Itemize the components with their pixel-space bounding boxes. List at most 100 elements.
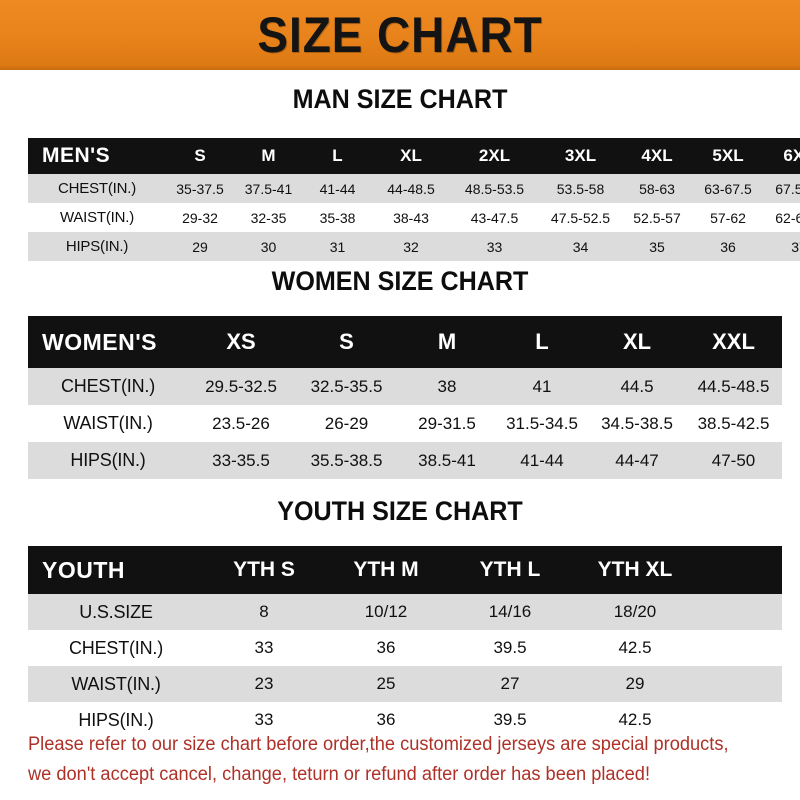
section-title-women: WOMEN SIZE CHART: [271, 266, 529, 296]
table-cell: 27: [448, 666, 572, 702]
column-header: XL: [372, 138, 450, 174]
row-label: WAIST(IN.): [28, 203, 166, 232]
table-cell-spacer: [698, 594, 782, 630]
table-cell: 37.5-41: [234, 174, 303, 203]
table-row: HIPS(IN.) 33-35.5 35.5-38.5 38.5-41 41-4…: [28, 442, 782, 479]
column-header: 4XL: [622, 138, 692, 174]
table-cell: 35-37.5: [166, 174, 234, 203]
table-header-row: WOMEN'S XS S M L XL XXL: [28, 316, 782, 368]
table-cell: 33: [450, 232, 539, 261]
table-cell-spacer: [698, 702, 782, 738]
table-row: HIPS(IN.) 29 30 31 32 33 34 35 36 37: [28, 232, 800, 261]
table-cell: 48.5-53.5: [450, 174, 539, 203]
table-cell: 23: [204, 666, 324, 702]
table-cell-spacer: [698, 666, 782, 702]
table-cell: 32: [372, 232, 450, 261]
table-header-row: MEN'S S M L XL 2XL 3XL 4XL 5XL 6XL: [28, 138, 800, 174]
table-cell: 29: [572, 666, 698, 702]
table-cell: 47-50: [685, 442, 782, 479]
column-header: XXL: [685, 316, 782, 368]
table-cell: 58-63: [622, 174, 692, 203]
table-cell: 33: [204, 702, 324, 738]
table-cell: 44-47: [589, 442, 685, 479]
table-cell: 63-67.5: [692, 174, 764, 203]
women-size-table: WOMEN'S XS S M L XL XXL CHEST(IN.) 29.5-…: [28, 316, 782, 479]
column-header: XL: [589, 316, 685, 368]
row-label: HIPS(IN.): [28, 442, 188, 479]
page-title: SIZE CHART: [257, 7, 543, 63]
column-header-spacer: [698, 546, 782, 594]
table-cell: 8: [204, 594, 324, 630]
page-banner: SIZE CHART: [0, 0, 800, 70]
table-cell: 44.5: [589, 368, 685, 405]
table-cell: 34.5-38.5: [589, 405, 685, 442]
table-row: WAIST(IN.) 23.5-26 26-29 29-31.5 31.5-34…: [28, 405, 782, 442]
table-cell: 41-44: [303, 174, 372, 203]
table-cell: 39.5: [448, 702, 572, 738]
table-cell: 53.5-58: [539, 174, 622, 203]
table-cell: 29-32: [166, 203, 234, 232]
table-cell: 10/12: [324, 594, 448, 630]
disclaimer-line-2: we don't accept cancel, change, teturn o…: [28, 764, 651, 785]
column-header: M: [399, 316, 495, 368]
table-row: CHEST(IN.) 29.5-32.5 32.5-35.5 38 41 44.…: [28, 368, 782, 405]
table-cell: 52.5-57: [622, 203, 692, 232]
column-header: S: [294, 316, 399, 368]
column-header: 6XL: [764, 138, 800, 174]
table-cell: 57-62: [692, 203, 764, 232]
table-cell: 35-38: [303, 203, 372, 232]
table-row: WAIST(IN.) 29-32 32-35 35-38 38-43 43-47…: [28, 203, 800, 232]
table-cell: 43-47.5: [450, 203, 539, 232]
table-cell: 32.5-35.5: [294, 368, 399, 405]
table-cell: 67.5-72: [764, 174, 800, 203]
table-cell: 37: [764, 232, 800, 261]
table-cell: 23.5-26: [188, 405, 294, 442]
table-cell: 35.5-38.5: [294, 442, 399, 479]
column-header: 2XL: [450, 138, 539, 174]
section-title-man: MAN SIZE CHART: [292, 84, 508, 114]
column-header: XS: [188, 316, 294, 368]
table-cell: 35: [622, 232, 692, 261]
youth-corner-label: YOUTH: [28, 546, 204, 594]
table-cell: 38.5-41: [399, 442, 495, 479]
column-header: 3XL: [539, 138, 622, 174]
table-row: U.S.SIZE 8 10/12 14/16 18/20: [28, 594, 782, 630]
row-label: HIPS(IN.): [28, 232, 166, 261]
table-cell: 14/16: [448, 594, 572, 630]
row-label: HIPS(IN.): [28, 702, 204, 738]
column-header: YTH L: [448, 546, 572, 594]
row-label: CHEST(IN.): [28, 174, 166, 203]
section-title-youth: YOUTH SIZE CHART: [277, 496, 523, 526]
table-cell: 41-44: [495, 442, 589, 479]
table-row: CHEST(IN.) 33 36 39.5 42.5: [28, 630, 782, 666]
table-cell: 29.5-32.5: [188, 368, 294, 405]
column-header: L: [303, 138, 372, 174]
table-cell: 47.5-52.5: [539, 203, 622, 232]
table-cell: 33: [204, 630, 324, 666]
table-cell: 44-48.5: [372, 174, 450, 203]
table-cell: 26-29: [294, 405, 399, 442]
table-cell: 31.5-34.5: [495, 405, 589, 442]
table-row: WAIST(IN.) 23 25 27 29: [28, 666, 782, 702]
table-cell: 25: [324, 666, 448, 702]
row-label: CHEST(IN.): [28, 630, 204, 666]
column-header: YTH S: [204, 546, 324, 594]
women-corner-label: WOMEN'S: [28, 316, 188, 368]
table-cell: 44.5-48.5: [685, 368, 782, 405]
row-label: CHEST(IN.): [28, 368, 188, 405]
table-cell: 36: [692, 232, 764, 261]
table-cell: 32-35: [234, 203, 303, 232]
column-header: M: [234, 138, 303, 174]
table-cell: 29-31.5: [399, 405, 495, 442]
row-label: WAIST(IN.): [28, 666, 204, 702]
table-row: HIPS(IN.) 33 36 39.5 42.5: [28, 702, 782, 738]
table-cell: 42.5: [572, 702, 698, 738]
table-cell: 62-66.5: [764, 203, 800, 232]
table-cell: 34: [539, 232, 622, 261]
table-cell: 31: [303, 232, 372, 261]
table-cell: 39.5: [448, 630, 572, 666]
table-cell: 33-35.5: [188, 442, 294, 479]
column-header: 5XL: [692, 138, 764, 174]
table-cell: 38-43: [372, 203, 450, 232]
youth-size-table: YOUTH YTH S YTH M YTH L YTH XL U.S.SIZE …: [28, 546, 782, 738]
